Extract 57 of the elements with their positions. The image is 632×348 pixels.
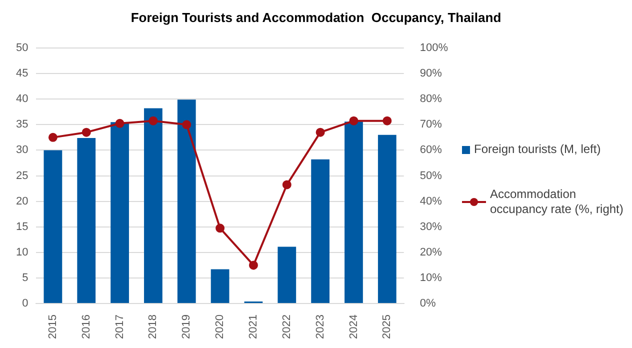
y-tick-label: 15 xyxy=(16,220,28,233)
y-tick-label: 20 xyxy=(16,195,28,208)
point xyxy=(48,132,58,142)
x-tick-label: 2023 xyxy=(314,314,326,340)
y2-tick-label: 0% xyxy=(420,298,436,310)
chart-title: Foreign Tourists and Accommodation Occupancy, Thailand xyxy=(130,10,502,25)
y2-tick-label: 20% xyxy=(420,246,442,258)
y2-tick-label: 50% xyxy=(420,170,442,182)
legend-label: Accommodation occupancy rate (%, right) xyxy=(490,187,624,217)
y-tick-label: 50 xyxy=(16,42,28,54)
x-tick-label: 2018 xyxy=(147,314,160,340)
y2-tick-label: 80% xyxy=(420,93,442,106)
y-tick-label: 5 xyxy=(22,272,28,284)
y-tick-label: 45 xyxy=(16,68,28,80)
point xyxy=(115,118,124,128)
bar xyxy=(77,138,96,304)
point xyxy=(148,116,158,126)
y-tick-label: 40 xyxy=(16,93,28,106)
bar xyxy=(278,246,296,304)
bar xyxy=(210,269,230,304)
x-tick-label: 2025 xyxy=(381,314,394,340)
bar xyxy=(177,100,196,304)
y2-tick-label: 70% xyxy=(420,118,442,131)
x-tick-label: 2016 xyxy=(80,314,92,340)
y-tick-label: 35 xyxy=(16,118,28,131)
y2-tick-label: 40% xyxy=(420,195,442,208)
y2-tick-label: 30% xyxy=(420,220,442,233)
x-tick-label: 2021 xyxy=(248,314,260,340)
x-tick-label: 2019 xyxy=(180,314,193,340)
bar xyxy=(144,108,162,304)
y2-tick-label: 90% xyxy=(420,68,442,80)
bar xyxy=(311,159,330,304)
x-tick-label: 2017 xyxy=(114,314,126,340)
y-tick-label: 25 xyxy=(16,170,28,182)
point xyxy=(182,120,192,130)
bar xyxy=(344,122,363,304)
point xyxy=(382,116,392,126)
point xyxy=(349,116,358,126)
x-tick-label: 2022 xyxy=(280,314,293,340)
x-tick-label: 2015 xyxy=(46,314,59,340)
x-tick-label: 2020 xyxy=(214,314,226,340)
point xyxy=(282,180,292,190)
y2-tick-label: 100% xyxy=(420,42,448,54)
bar xyxy=(44,150,62,304)
x-tick-label: 2024 xyxy=(348,314,360,340)
bar xyxy=(110,122,129,304)
y-tick-label: 30 xyxy=(16,144,28,156)
point xyxy=(216,224,225,233)
point xyxy=(82,128,91,137)
point xyxy=(316,128,325,137)
y2-tick-label: 60% xyxy=(420,144,442,156)
point xyxy=(248,260,258,270)
y2-tick-label: 10% xyxy=(420,272,442,284)
y-tick-label: 0 xyxy=(22,298,28,310)
legend-label: Foreign tourists (M, left) xyxy=(474,142,601,157)
y-tick-label: 10 xyxy=(16,246,28,258)
bar xyxy=(378,134,396,304)
